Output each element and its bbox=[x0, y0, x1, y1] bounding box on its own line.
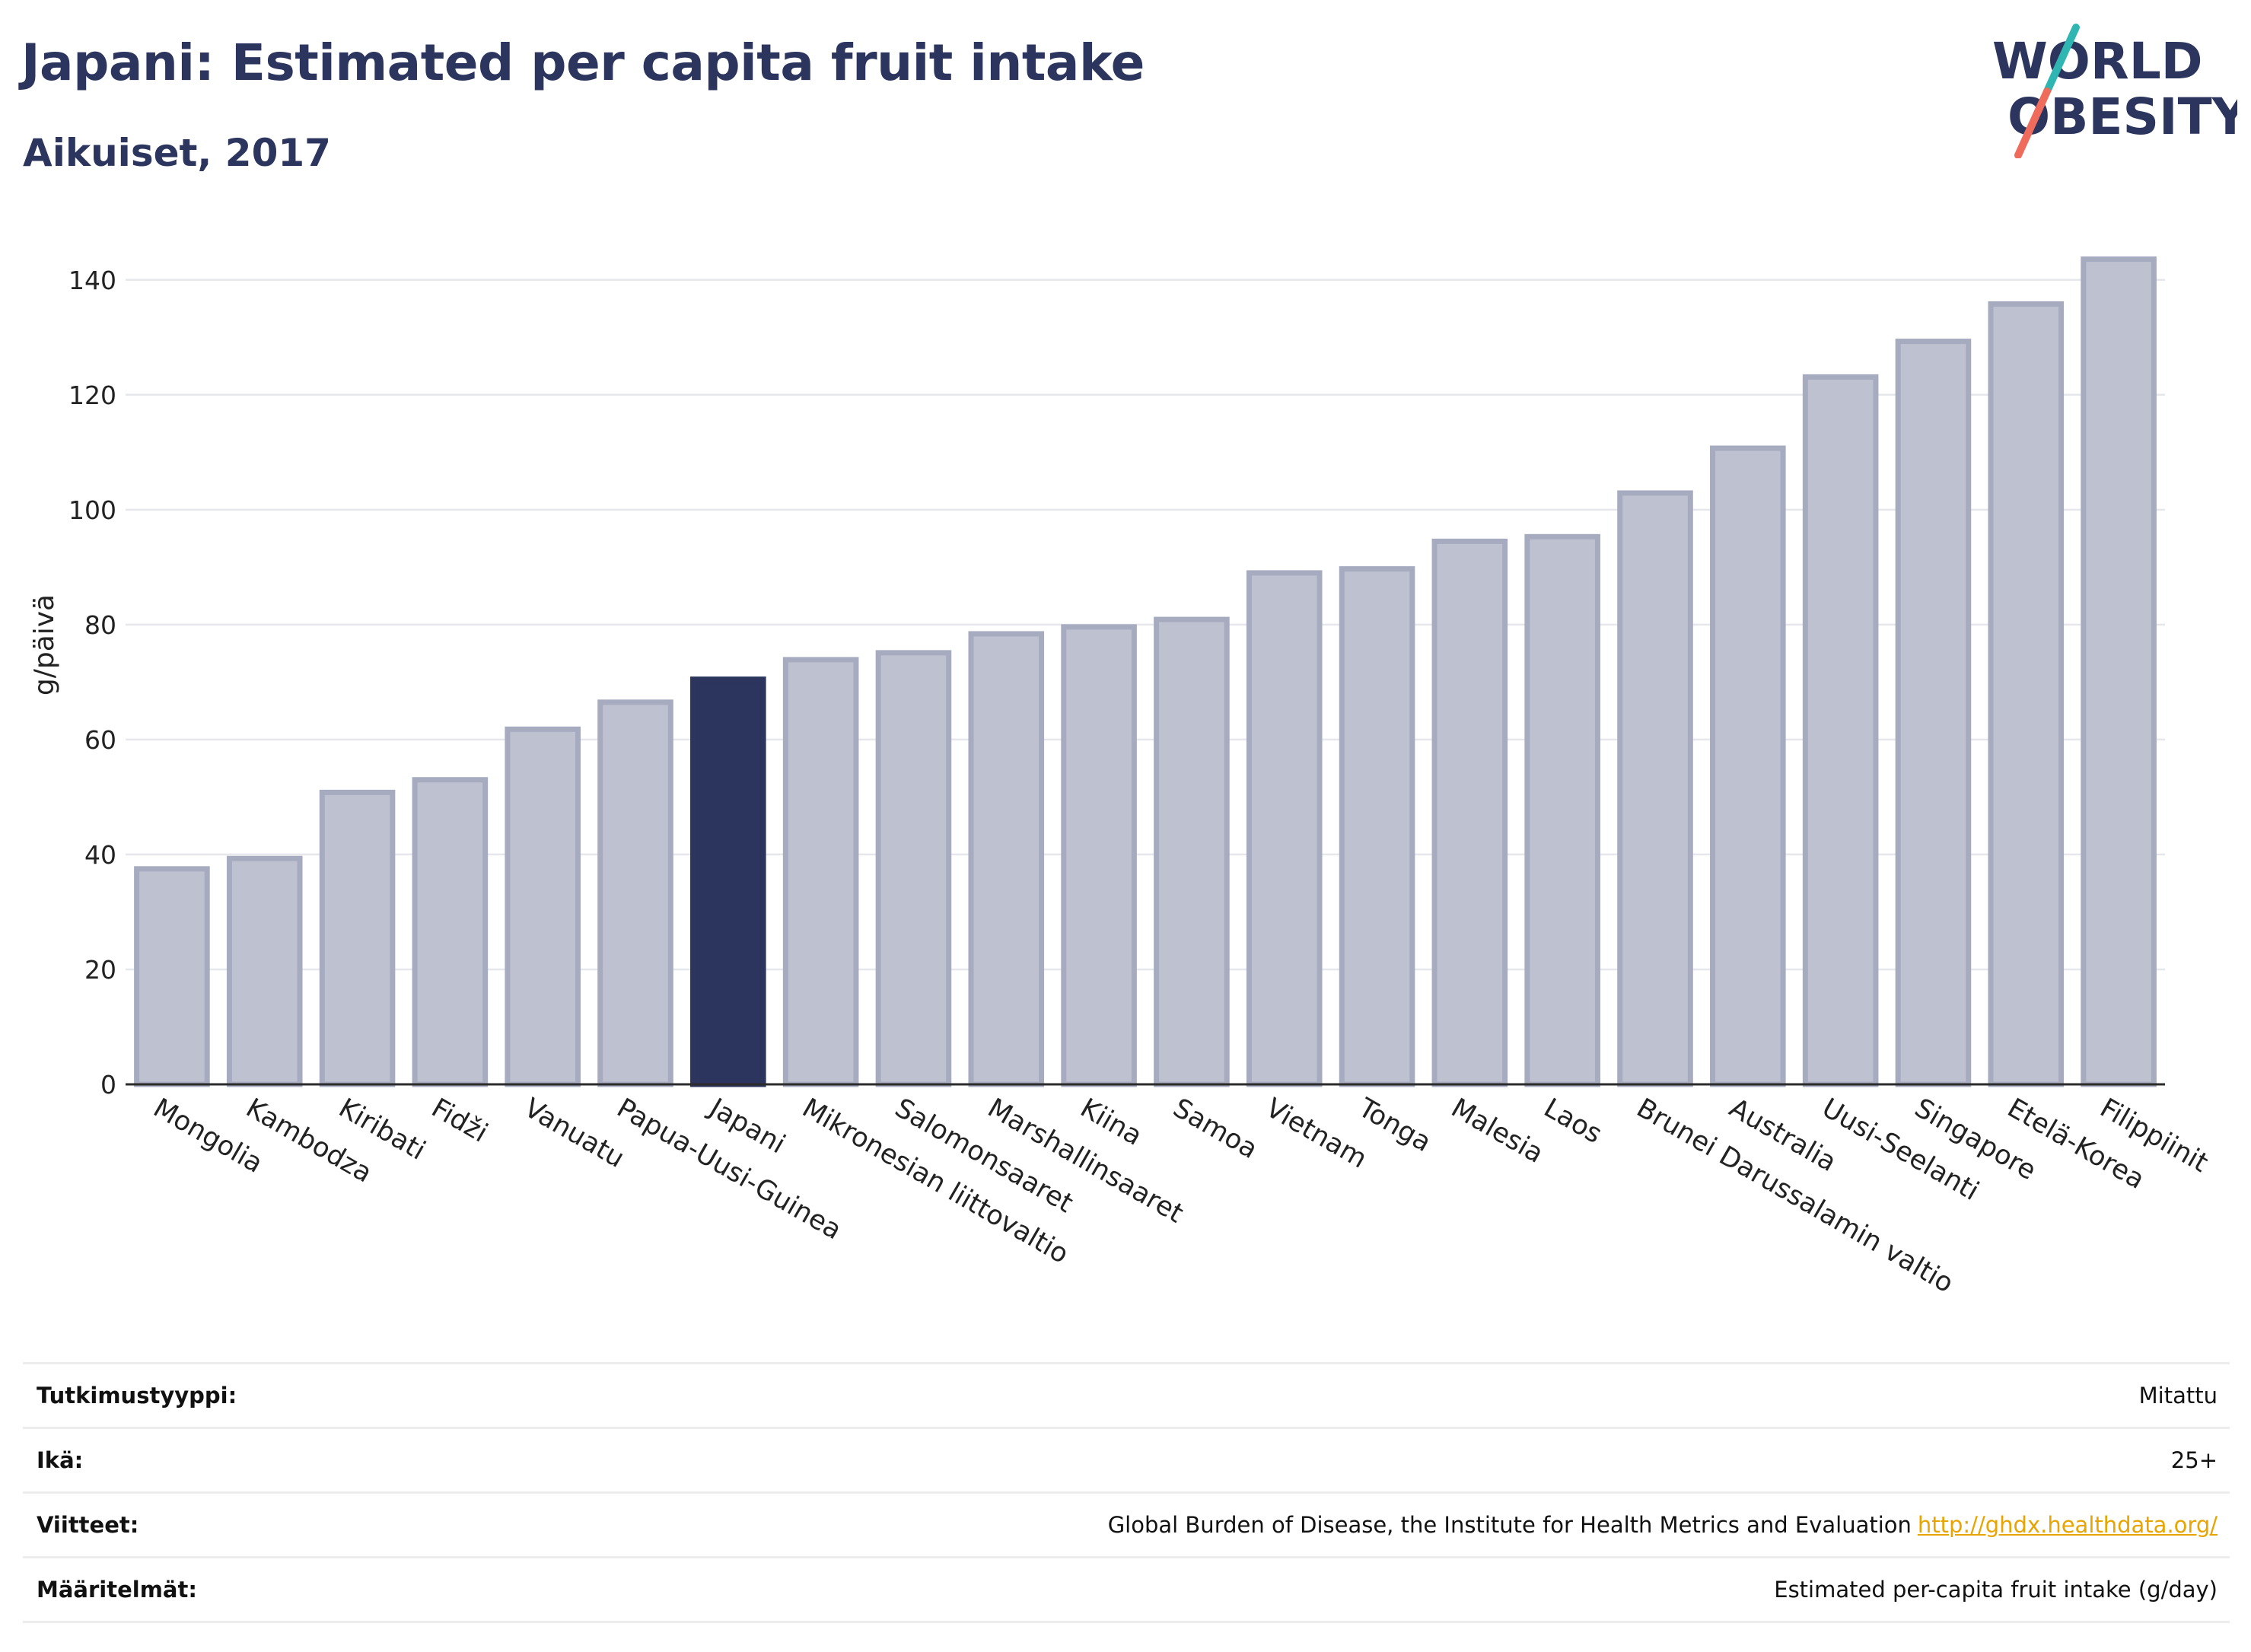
y-tick-label: 60 bbox=[84, 725, 116, 755]
y-axis-ticks: 0 20 40 60 80 100 120 140 bbox=[68, 266, 116, 1100]
y-tick-label: 40 bbox=[84, 840, 116, 870]
bar bbox=[782, 657, 859, 1087]
bar bbox=[1988, 301, 2065, 1087]
meta-value: 25+ bbox=[2170, 1447, 2218, 1473]
bar bbox=[1617, 490, 1693, 1087]
x-tick-label: Fidži bbox=[426, 1093, 492, 1148]
bar bbox=[1339, 566, 1415, 1087]
bar-highlight bbox=[690, 676, 766, 1087]
logo-line1: WORLD bbox=[1992, 32, 2203, 91]
x-tick-label: Samoa bbox=[1168, 1093, 1262, 1165]
y-tick-label: 20 bbox=[84, 955, 116, 985]
bars bbox=[134, 256, 2157, 1087]
meta-row-references: Viitteet: Global Burden of Disease, the … bbox=[23, 1491, 2230, 1556]
bar bbox=[968, 631, 1045, 1087]
bar bbox=[1154, 616, 1230, 1087]
page-subtitle: Aikuiset, 2017 bbox=[23, 131, 331, 175]
bar bbox=[1061, 624, 1137, 1087]
bar bbox=[505, 726, 581, 1087]
bar bbox=[226, 855, 303, 1087]
logo-slash-teal bbox=[2043, 24, 2080, 95]
meta-row-study-type: Tutkimustyyppi: Mitattu bbox=[23, 1362, 2230, 1427]
bar bbox=[134, 866, 210, 1087]
x-tick-label: Vanuatu bbox=[519, 1093, 629, 1174]
y-axis-label: g/päivä bbox=[29, 594, 60, 695]
meta-key: Tutkimustyyppi: bbox=[37, 1383, 237, 1408]
bar bbox=[1895, 339, 1972, 1087]
world-obesity-logo: WORLD OBESITY bbox=[1992, 24, 2237, 158]
meta-key: Viitteet: bbox=[37, 1512, 139, 1538]
bar bbox=[319, 789, 396, 1087]
page-title: Japani: Estimated per capita fruit intak… bbox=[21, 33, 1145, 92]
bar bbox=[2081, 256, 2157, 1087]
bar bbox=[1802, 374, 1879, 1087]
bar bbox=[875, 650, 952, 1087]
y-tick-label: 100 bbox=[68, 495, 116, 525]
x-tick-label: Laos bbox=[1539, 1093, 1607, 1150]
x-tick-label: Brunei Darussalamin valtio bbox=[1632, 1093, 1959, 1299]
bar bbox=[1246, 570, 1323, 1087]
bar bbox=[1710, 445, 1786, 1087]
meta-key: Ikä: bbox=[37, 1447, 84, 1473]
x-tick-label: Vietnam bbox=[1260, 1093, 1371, 1175]
reference-text: Global Burden of Disease, the Institute … bbox=[1107, 1512, 1912, 1538]
bar bbox=[1524, 533, 1600, 1087]
x-tick-label: Uusi-Seelanti bbox=[1816, 1093, 1984, 1207]
meta-row-age: Ikä: 25+ bbox=[23, 1427, 2230, 1491]
bar bbox=[1431, 538, 1508, 1087]
bar bbox=[597, 699, 673, 1087]
y-tick-label: 120 bbox=[68, 380, 116, 410]
logo-slash-coral bbox=[2014, 88, 2051, 158]
meta-value: Mitattu bbox=[2138, 1383, 2218, 1408]
meta-row-definitions: Määritelmät: Estimated per-capita fruit … bbox=[23, 1556, 2230, 1623]
meta-value-references: Global Burden of Disease, the Institute … bbox=[1108, 1512, 2218, 1538]
metadata-table: Tutkimustyyppi: Mitattu Ikä: 25+ Viittee… bbox=[23, 1362, 2230, 1623]
meta-key: Määritelmät: bbox=[37, 1577, 197, 1603]
x-tick-label: Malesia bbox=[1446, 1093, 1549, 1170]
meta-value: Estimated per-capita fruit intake (g/day… bbox=[1774, 1577, 2218, 1603]
bar bbox=[412, 777, 489, 1087]
reference-link[interactable]: http://ghdx.healthdata.org/ bbox=[1917, 1512, 2218, 1538]
y-tick-label: 140 bbox=[68, 266, 116, 295]
y-tick-label: 80 bbox=[84, 610, 116, 640]
y-tick-label: 0 bbox=[100, 1070, 116, 1100]
